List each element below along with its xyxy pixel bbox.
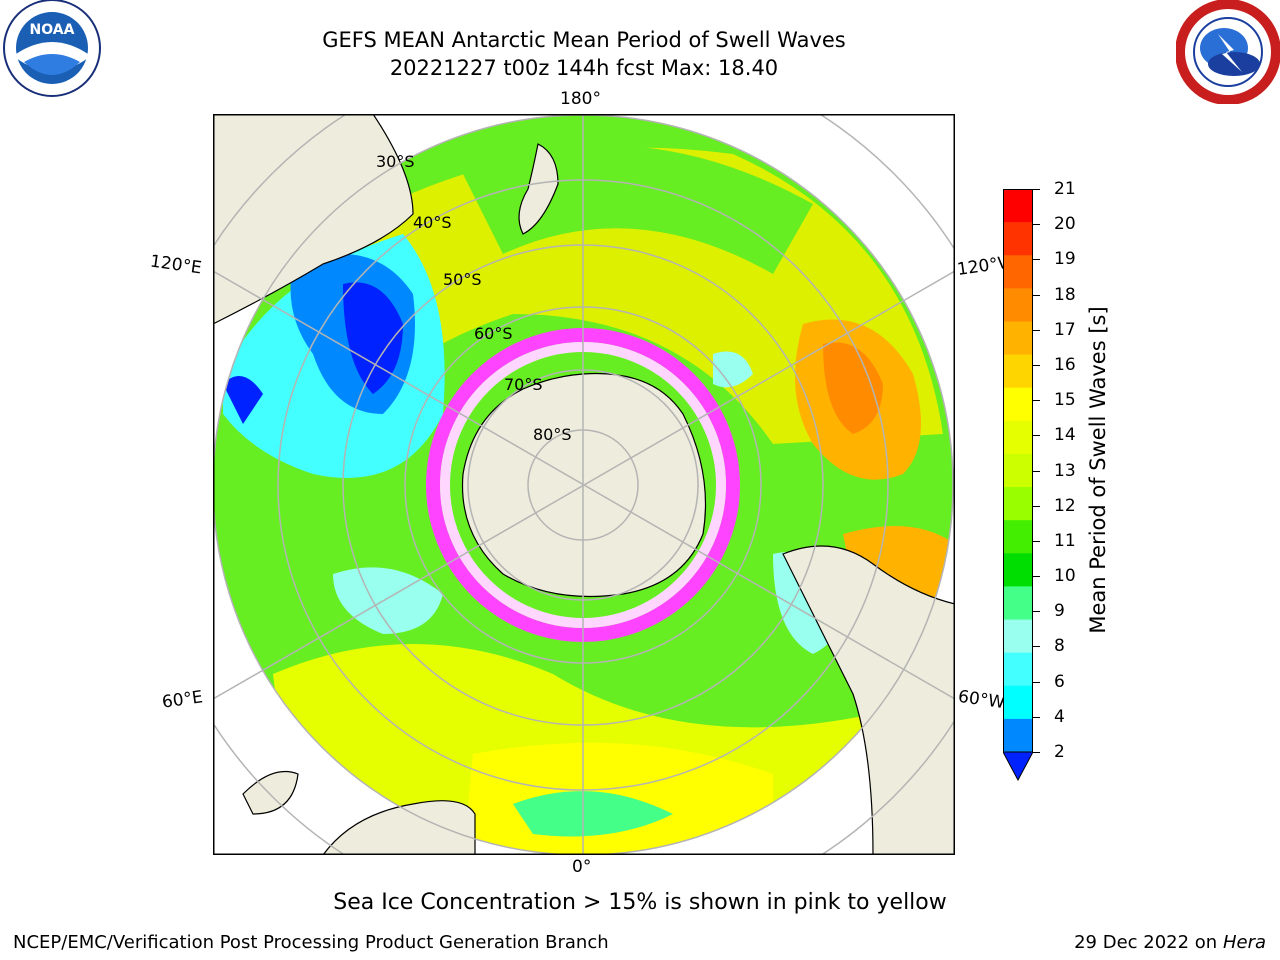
colorbar-tick-mark [1033, 329, 1040, 331]
colorbar-tick-mark [1033, 189, 1040, 190]
colorbar-segment [1003, 255, 1033, 289]
colorbar-tick-label: 10 [1054, 566, 1076, 587]
lon-label-60e: 60°E [160, 687, 205, 713]
colorbar-segment [1003, 586, 1033, 621]
polar-map [213, 114, 955, 855]
colorbar-tick-label: 20 [1054, 214, 1076, 235]
colorbar-label: Mean Period of Swell Waves [s] [1086, 306, 1110, 634]
colorbar-tick-label: 15 [1054, 390, 1076, 411]
colorbar-segment [1003, 321, 1033, 356]
madagascar [242, 770, 299, 815]
africa [322, 800, 476, 855]
colorbar-segment [1003, 420, 1033, 455]
colorbar-tick-mark [1033, 470, 1040, 472]
footer-date: 29 Dec 2022 on Hera [1074, 932, 1266, 953]
lat-label-60s: 60°S [474, 324, 513, 343]
lat-label-30s: 30°S [376, 152, 415, 171]
new-zealand [518, 143, 559, 235]
lon-label-0: 0° [572, 857, 592, 877]
colorbar-tick-label: 13 [1054, 460, 1076, 481]
colorbar-tick-mark [1033, 681, 1040, 683]
lon-label-180: 180° [560, 89, 601, 109]
footer-credit: NCEP/EMC/Verification Post Processing Pr… [13, 932, 609, 953]
noaa-logo-text: NOAA [30, 22, 75, 38]
nws-logo-icon [1176, 0, 1280, 104]
colorbar-tick-mark [1033, 400, 1040, 402]
colorbar-tick-mark [1033, 611, 1040, 613]
colorbar-segment [1003, 652, 1033, 687]
lon-label-60w: 60°W [956, 686, 1007, 714]
colorbar-tick-mark [1033, 752, 1040, 753]
sea-ice-note: Sea Ice Concentration > 15% is shown in … [333, 890, 947, 915]
colorbar-segment [1003, 387, 1033, 422]
colorbar-tick-mark [1033, 505, 1040, 507]
colorbar-segment [1003, 453, 1033, 488]
colorbar [1003, 189, 1033, 781]
colorbar-tick-label: 11 [1054, 530, 1076, 551]
colorbar-segment [1003, 354, 1033, 389]
colorbar-segment [1003, 520, 1033, 554]
colorbar-tick-label: 6 [1054, 671, 1065, 692]
colorbar-segment [1003, 189, 1033, 223]
footer-date-text: 29 Dec 2022 on [1074, 932, 1218, 953]
colorbar-tick-mark [1033, 294, 1040, 296]
colorbar-tick-mark [1033, 576, 1040, 578]
colorbar-tick-label: 19 [1054, 249, 1076, 270]
colorbar-tick-mark [1033, 259, 1040, 261]
noaa-logo-icon: NOAA [3, 0, 101, 97]
colorbar-tick-label: 8 [1054, 636, 1065, 657]
lat-label-80s: 80°S [533, 425, 572, 444]
colorbar-segment [1003, 288, 1033, 322]
lat-label-40s: 40°S [413, 213, 452, 232]
colorbar-tick-label: 14 [1054, 425, 1076, 446]
chart-subtitle: 20221227 t00z 144h fcst Max: 18.40 [389, 56, 779, 80]
footer-host: Hera [1222, 932, 1266, 953]
colorbar-tick-label: 18 [1054, 284, 1076, 305]
colorbar-tick-label: 16 [1054, 354, 1076, 375]
colorbar-segment [1003, 718, 1033, 753]
colorbar-tick-mark [1033, 716, 1040, 718]
colorbar-segment [1003, 685, 1033, 720]
lat-label-50s: 50°S [443, 270, 482, 289]
colorbar-tick-label: 21 [1054, 179, 1076, 199]
colorbar-tick-label: 17 [1054, 319, 1076, 340]
colorbar-segment [1003, 619, 1033, 654]
colorbar-tick-mark [1033, 540, 1040, 542]
colorbar-segment [1003, 553, 1033, 587]
colorbar-tick-label: 12 [1054, 495, 1076, 516]
colorbar-extend-triangle [1003, 751, 1033, 781]
colorbar-tick-mark [1033, 435, 1040, 437]
colorbar-tick-mark [1033, 224, 1040, 226]
lon-label-120e: 120°E [148, 251, 203, 279]
colorbar-tick-label: 9 [1054, 601, 1065, 622]
chart-title: GEFS MEAN Antarctic Mean Period of Swell… [322, 28, 846, 52]
lat-label-70s: 70°S [504, 375, 543, 394]
colorbar-tick-label: 4 [1054, 706, 1065, 727]
colorbar-tick-mark [1033, 646, 1040, 648]
colorbar-tick-label: 2 [1054, 742, 1065, 762]
colorbar-tick-mark [1033, 364, 1040, 366]
colorbar-segment [1003, 222, 1033, 256]
colorbar-segment [1003, 487, 1033, 521]
